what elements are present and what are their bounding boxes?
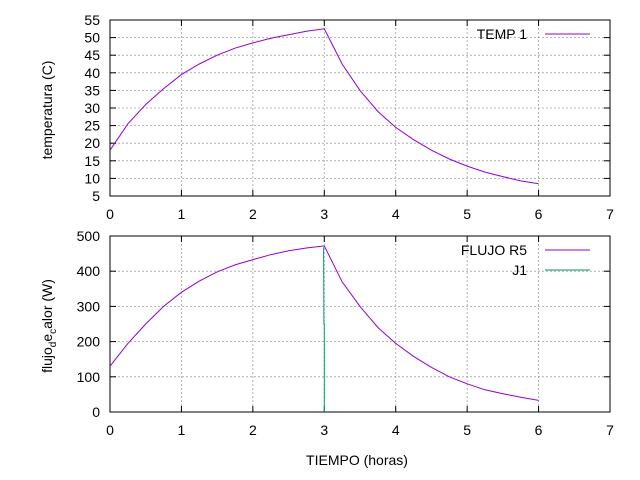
x-tick-label: 7 [606, 206, 614, 222]
y-tick-label: 30 [84, 100, 100, 116]
y-tick-label: 200 [77, 334, 101, 350]
y-tick-label: 300 [77, 298, 101, 314]
y-tick-label: 400 [77, 263, 101, 279]
temperature-y-axis-label: temperatura (C) [39, 61, 55, 160]
y-tick-label: 15 [84, 153, 100, 169]
y-tick-label: 0 [92, 404, 100, 420]
x-tick-label: 6 [535, 422, 543, 438]
y-tick-label: 45 [84, 47, 100, 63]
y-tick-label: 40 [84, 65, 100, 81]
plot-frame [109, 235, 611, 413]
x-tick-label: 4 [392, 422, 400, 438]
series-line-0-0 [109, 28, 539, 185]
y-tick-label: 20 [84, 135, 100, 151]
series-line-1-0 [109, 245, 539, 401]
plot-frame [109, 19, 611, 197]
x-tick-label: 0 [106, 206, 114, 222]
y-tick-label: 55 [84, 12, 100, 28]
time-x-axis-label: TIEMPO (horas) [306, 452, 408, 468]
x-tick-label: 4 [392, 206, 400, 222]
x-tick-label: 2 [249, 206, 257, 222]
y-tick-label: 10 [84, 170, 100, 186]
x-tick-label: 1 [178, 206, 186, 222]
ylabel-part-5: alor (W) [39, 279, 55, 329]
x-tick-label: 5 [463, 206, 471, 222]
ylabel-part-2: d [48, 342, 59, 348]
x-tick-label: 6 [535, 206, 543, 222]
ylabel-part-4: c [48, 329, 59, 334]
x-tick-label: 3 [320, 206, 328, 222]
ylabel-part-1: flujo [39, 347, 55, 373]
y-tick-label: 5 [92, 188, 100, 204]
y-tick-label: 100 [77, 369, 101, 385]
legend-label: J1 [512, 262, 527, 278]
ylabel-part-3: e [39, 334, 55, 342]
y-tick-label: 500 [77, 228, 101, 244]
x-tick-label: 5 [463, 422, 471, 438]
legend-label: TEMP 1 [477, 26, 528, 42]
x-tick-label: 2 [249, 422, 257, 438]
heat-flow-panel: flujodecalor (W) TIEMPO (horas) 0 100 200 3… [39, 228, 614, 468]
series-line-1-1 [323, 247, 325, 412]
heat-flow-y-axis-label: flujodecalor (W) [39, 279, 59, 373]
x-tick-label: 3 [320, 422, 328, 438]
x-tick-label: 0 [106, 422, 114, 438]
legend-label: FLUJO R5 [461, 242, 527, 258]
y-tick-label: 25 [84, 118, 100, 134]
x-tick-label: 1 [178, 422, 186, 438]
y-tick-label: 50 [84, 30, 100, 46]
x-tick-label: 7 [606, 422, 614, 438]
y-tick-label: 35 [84, 82, 100, 98]
